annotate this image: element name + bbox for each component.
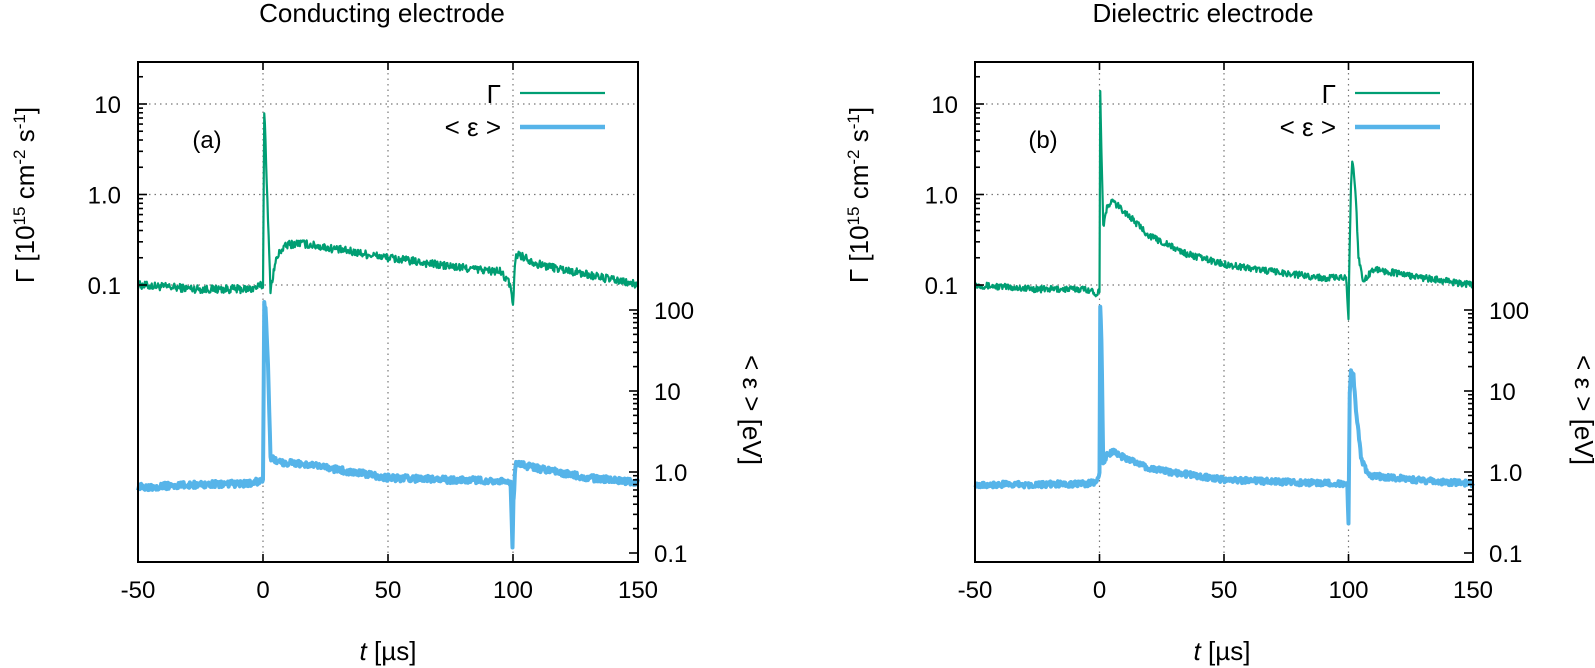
x-tick-label: 150 xyxy=(618,577,658,604)
x-tick-label: 50 xyxy=(375,577,402,604)
x-tick-label: 50 xyxy=(1211,577,1238,604)
y-axis-left-label-part: ] xyxy=(844,107,874,114)
x-tick-label: 100 xyxy=(1328,577,1368,604)
y-axis-left-label-part: -1 xyxy=(844,114,863,129)
y-axis-left-label-part: s xyxy=(844,129,874,149)
series-line-flux xyxy=(136,112,640,306)
y-axis-left-label-part: -1 xyxy=(10,114,29,129)
panel-a: Conducting electrode -50 0 50 100 150 0.1 1.0 1… xyxy=(10,0,768,666)
y-axis-right-label: < ε > [eV] xyxy=(1569,355,1595,465)
panel-label: (a) xyxy=(192,127,221,154)
panel-b: Dielectric electrode -50 0 50 100 150 0.1 1.0 1… xyxy=(844,0,1595,666)
y-axis-left-label-part: 15 xyxy=(844,207,863,226)
y-right-tick-label: 100 xyxy=(1489,298,1529,325)
y-left-tick-label: 10 xyxy=(94,92,121,119)
legend-label: Γ xyxy=(1322,79,1336,109)
series-line-flux xyxy=(974,90,1475,321)
x-axis-label-symbol: t xyxy=(1194,636,1203,666)
y-axis-left-label-part: cm xyxy=(844,165,874,207)
y-left-tick-label: 1.0 xyxy=(925,183,958,210)
chart-title: Conducting electrode xyxy=(259,0,505,28)
x-tick-label: 150 xyxy=(1453,577,1493,604)
panel-label: (b) xyxy=(1028,127,1057,154)
legend-label: < ε > xyxy=(445,112,501,142)
legend-label: < ε > xyxy=(1280,112,1336,142)
y-left-tick-label: 1.0 xyxy=(88,183,121,210)
chart-title: Dielectric electrode xyxy=(1092,0,1313,28)
x-axis-label: t [µs] xyxy=(360,636,417,666)
y-axis-right-label: < ε > [eV] xyxy=(737,355,767,465)
legend: Γ < ε > xyxy=(445,79,605,142)
series-line-energy xyxy=(973,304,1475,526)
y-right-tick-label: 1.0 xyxy=(1489,460,1522,487)
legend: Γ < ε > xyxy=(1280,79,1440,142)
x-tick-label: -50 xyxy=(958,577,993,604)
y-right-tick-label: 10 xyxy=(654,379,681,406)
y-left-tick-label: 0.1 xyxy=(88,273,121,300)
y-left-tick-label: 10 xyxy=(931,92,958,119)
y-left-tick-label: 0.1 xyxy=(925,273,958,300)
y-axis-left-label-part: s xyxy=(10,129,40,149)
x-tick-label: 0 xyxy=(256,577,269,604)
y-axis-left-label-part: Γ [10 xyxy=(844,225,874,283)
x-axis-label-unit: [µs] xyxy=(367,636,417,666)
y-right-tick-label: 1.0 xyxy=(654,460,687,487)
y-right-tick-label: 10 xyxy=(1489,379,1516,406)
y-right-tick-label: 0.1 xyxy=(654,541,687,568)
y-right-tick-label: 100 xyxy=(654,298,694,325)
y-axis-left-label-part: -2 xyxy=(10,149,29,164)
y-axis-left-label-part: -2 xyxy=(844,149,863,164)
x-axis-label-unit: [µs] xyxy=(1201,636,1251,666)
y-right-tick-label: 0.1 xyxy=(1489,541,1522,568)
y-axis-left-label-part: cm xyxy=(10,165,40,207)
x-tick-label: 100 xyxy=(493,577,533,604)
x-axis-label-symbol: t xyxy=(360,636,369,666)
series-line-energy xyxy=(136,300,640,550)
x-axis-label: t [µs] xyxy=(1194,636,1251,666)
y-axis-left-label: Γ [1015 cm-2 s-1] xyxy=(844,107,875,283)
y-axis-left-label-part: Γ [10 xyxy=(10,225,40,283)
x-tick-label: 0 xyxy=(1093,577,1106,604)
y-axis-left-label-part: ] xyxy=(10,107,40,114)
x-tick-label: -50 xyxy=(121,577,156,604)
y-axis-left-label: Γ [1015 cm-2 s-1] xyxy=(10,107,41,283)
y-axis-left-label-part: 15 xyxy=(10,207,29,226)
legend-label: Γ xyxy=(487,79,501,109)
